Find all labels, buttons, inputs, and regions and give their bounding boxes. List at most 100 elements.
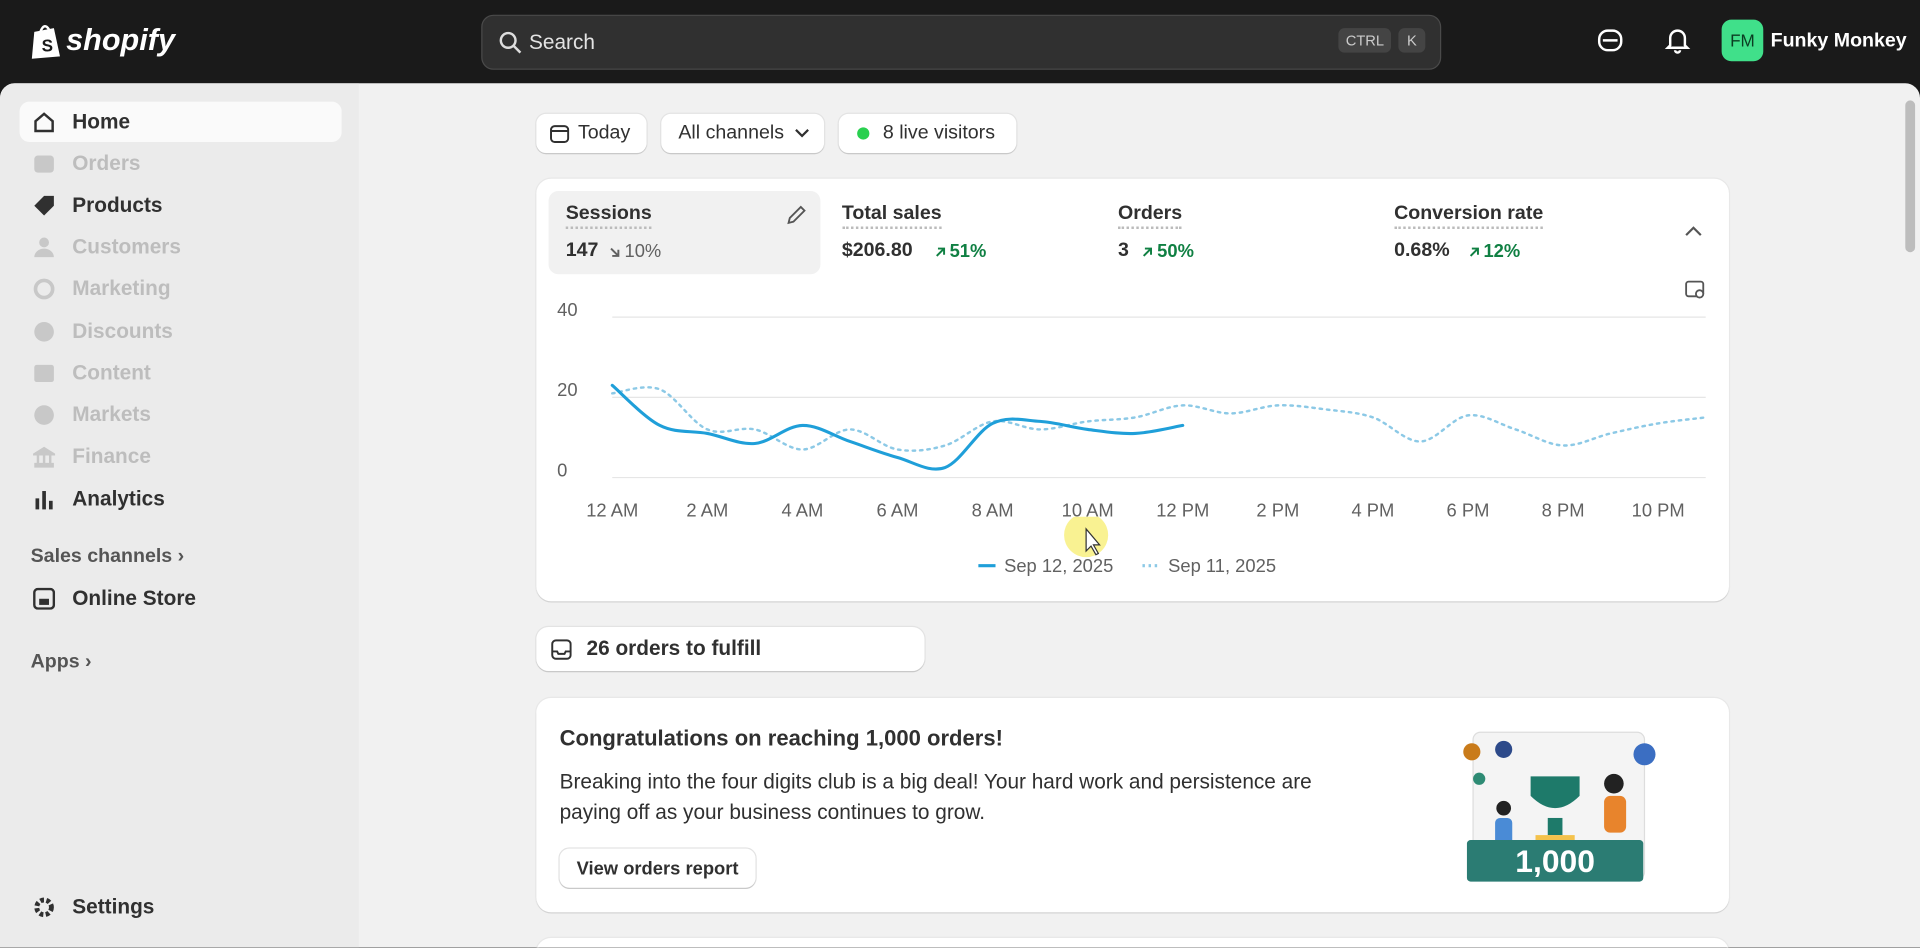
promo-title: Congratulations on reaching 1,000 orders… <box>559 726 1003 751</box>
live-dot <box>857 127 870 140</box>
store-name[interactable]: Funky Monkey <box>1770 30 1907 52</box>
shortcut-key: K <box>1398 28 1426 53</box>
main: Home Orders Products Customers Marketing… <box>0 83 1920 948</box>
filter-label: 8 live visitors <box>882 122 995 144</box>
nav-item[interactable]: Online Store <box>20 578 342 618</box>
view-orders-report[interactable]: View orders report <box>559 848 756 888</box>
nav-item[interactable]: Orders <box>20 143 342 183</box>
nav-label: Home <box>72 109 131 133</box>
icon <box>34 112 54 133</box>
metric-label[interactable]: Total sales <box>841 203 942 229</box>
metric-value: 147 <box>565 240 599 261</box>
metric-value: 0.68% <box>1394 240 1450 261</box>
metric-value: $206.80 <box>841 240 913 261</box>
metric-label[interactable]: Sessions <box>565 203 652 229</box>
search-placeholder: Search <box>528 30 595 54</box>
nav-label: Content <box>72 360 151 384</box>
metric-change: 51% <box>934 241 987 263</box>
metric-change-value: 10% <box>624 241 662 263</box>
section-label: Sales channels <box>30 546 173 567</box>
nav-item[interactable]: Content <box>20 353 342 393</box>
line-chart: 0 20 40 12 AM 2 AM 4 AM 6 AM 8 AM 10 AM 12 PM 2 PM… <box>557 299 1707 576</box>
nav-item[interactable]: Analytics <box>20 479 342 519</box>
metric-change: 50% <box>1141 241 1194 262</box>
x-tick-label: 8 AM <box>972 500 1014 521</box>
trend-arrow <box>1142 246 1153 256</box>
icon <box>33 587 56 610</box>
analytics-card: 0 20 40 12 AM 2 AM 4 AM 6 AM 8 AM 10 AM 12 PM 2 PM… <box>536 178 1729 602</box>
icon <box>35 491 53 510</box>
trend-arrow <box>610 247 620 257</box>
nav-item[interactable]: Settings <box>20 887 342 927</box>
metric-tab-active[interactable] <box>548 191 821 275</box>
icon <box>34 155 54 173</box>
cursor-highlight <box>1064 516 1109 558</box>
nav-label: Analytics <box>72 486 165 511</box>
metric-change-value: 51% <box>949 241 987 263</box>
metric-change-value: 50% <box>1157 241 1194 263</box>
legend-label: Sep 12, 2025 <box>1004 555 1113 576</box>
brand[interactable]: shopify <box>66 23 175 58</box>
inbox-icon <box>551 638 572 660</box>
nav-label: Discounts <box>72 318 173 343</box>
sidekick-icon[interactable] <box>1597 27 1624 54</box>
avatar[interactable]: FM <box>1721 19 1764 62</box>
live-visitors[interactable]: 8 live visitors <box>838 113 1017 154</box>
orders-to-fulfill[interactable]: 26 orders to fulfill <box>536 626 925 672</box>
sidebar: Home Orders Products Customers Marketing… <box>0 83 359 948</box>
section-heading[interactable]: Apps › <box>30 651 92 673</box>
nav-item[interactable]: Home <box>19 101 342 143</box>
icon <box>33 278 55 300</box>
series-line <box>610 383 1185 471</box>
icon <box>33 446 56 468</box>
y-tick-label: 40 <box>557 299 577 320</box>
metric-label[interactable]: Conversion rate <box>1394 203 1544 229</box>
nav-label: Settings <box>72 894 155 918</box>
nav-item[interactable]: Products <box>20 185 342 225</box>
nav-label: Markets <box>72 402 151 426</box>
trend-arrow <box>1469 246 1479 256</box>
metric-change-value: 12% <box>1483 241 1521 263</box>
nav-label: Finance <box>72 443 151 468</box>
nav-item[interactable]: Finance <box>20 436 342 476</box>
milestone-badge: 1,000 <box>1515 843 1595 879</box>
calendar-icon <box>550 125 570 144</box>
search-icon <box>499 31 522 54</box>
x-tick-label: 2 AM <box>686 500 728 521</box>
nav-item[interactable]: Customers <box>20 227 342 267</box>
top-bar: S shopify Search CTRL K FM Funky Monkey <box>0 0 1920 84</box>
shortcut-key: CTRL <box>1338 28 1392 53</box>
metric-label[interactable]: Orders <box>1117 203 1183 229</box>
trend-arrow <box>935 246 945 256</box>
icon <box>34 237 54 258</box>
icon <box>34 405 54 425</box>
chart-options-icon[interactable] <box>1685 279 1707 301</box>
nav-item[interactable]: Discounts <box>20 311 342 351</box>
x-tick-label: 4 PM <box>1351 500 1394 521</box>
x-tick-label: 12 AM <box>586 500 638 521</box>
search-box[interactable]: Search CTRL K <box>481 14 1442 70</box>
x-tick-label: 10 PM <box>1632 500 1685 521</box>
nav-label: Marketing <box>72 276 171 300</box>
nav-item[interactable]: Markets <box>20 394 342 434</box>
promo-body: Breaking into the four digits club is a … <box>559 770 1312 825</box>
legend-label: Sep 11, 2025 <box>1168 555 1276 576</box>
date-filter[interactable]: Today <box>536 113 647 154</box>
collapse-icon[interactable] <box>1684 224 1704 239</box>
icon <box>34 364 54 383</box>
notification-bell[interactable] <box>1664 27 1691 54</box>
section-label: Apps <box>30 651 80 673</box>
section-heading[interactable]: Sales channels › <box>30 546 185 567</box>
scrollbar-thumb[interactable] <box>1905 100 1916 253</box>
y-tick-label: 20 <box>557 379 577 400</box>
x-tick-label: 2 PM <box>1256 500 1299 521</box>
nav-item[interactable]: Marketing <box>20 268 342 308</box>
milestone-illustration: 1,000 <box>1463 731 1656 882</box>
metric-value: 3 <box>1117 240 1129 261</box>
icon <box>34 897 54 918</box>
nav-label: Online Store <box>72 585 197 610</box>
shopify-logo[interactable]: S <box>29 22 63 60</box>
edit-icon[interactable] <box>785 204 807 226</box>
channel-filter[interactable]: All channels <box>661 113 825 154</box>
